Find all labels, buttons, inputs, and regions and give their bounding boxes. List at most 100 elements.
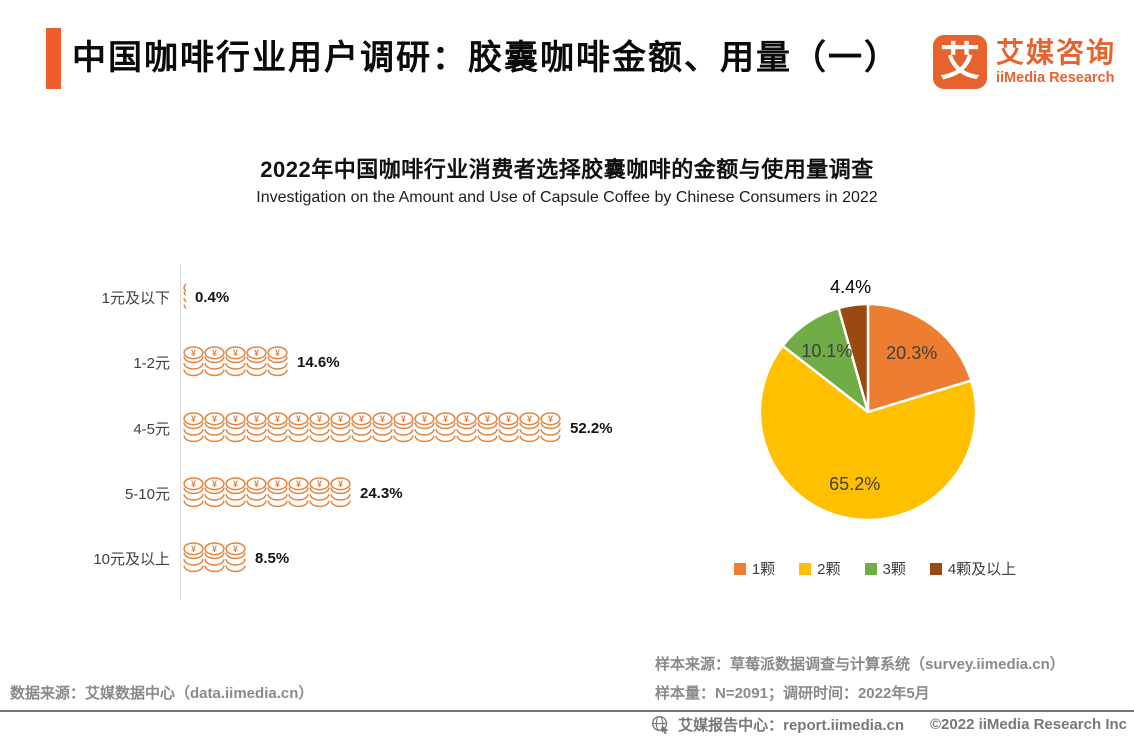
bar-value-label: 52.2% xyxy=(570,419,613,437)
coin-stack-icon: ¥ xyxy=(183,282,186,309)
coin-stack-icon: ¥ xyxy=(414,411,435,442)
iimedia-logo: 艾 艾媒咨询 iiMedia Research xyxy=(933,35,1116,89)
bar-icons: ¥ ¥ ¥ ¥ ¥ ¥ ¥ ¥ xyxy=(183,476,351,510)
coin-stack-icon: ¥ xyxy=(309,476,330,507)
svg-text:¥: ¥ xyxy=(254,413,259,423)
svg-text:¥: ¥ xyxy=(296,478,301,488)
coin-stack-icon: ¥ xyxy=(351,411,372,442)
coin-stack-icon: ¥ xyxy=(393,411,414,442)
pie-chart: 20.3% 65.2% 10.1% 4.4% xyxy=(758,277,978,522)
svg-text:¥: ¥ xyxy=(317,413,322,423)
footer-report-center: 艾媒报告中心：report.iimedia.cn xyxy=(678,717,904,734)
chart-title-en: Investigation on the Amount and Use of C… xyxy=(256,189,878,206)
svg-text:¥: ¥ xyxy=(443,413,448,423)
svg-text:¥: ¥ xyxy=(527,413,532,423)
pie-value-label: 4.4% xyxy=(830,277,871,297)
bar-category-label: 4-5元 xyxy=(133,420,170,438)
coin-stack-icon: ¥ xyxy=(225,476,246,507)
svg-text:¥: ¥ xyxy=(359,413,364,423)
svg-text:¥: ¥ xyxy=(212,478,217,488)
footer-copyright: ©2022 iiMedia Research Inc xyxy=(930,716,1127,733)
bar-axis-line xyxy=(180,264,181,600)
svg-text:¥: ¥ xyxy=(212,347,217,357)
coin-stack-icon: ¥ xyxy=(183,541,204,572)
data-source-note: 数据来源：艾媒数据中心（data.iimedia.cn） xyxy=(10,685,314,702)
svg-text:¥: ¥ xyxy=(233,543,238,553)
coin-stack-icon: ¥ xyxy=(309,411,330,442)
pictograph-row: 4-5元 ¥ ¥ ¥ ¥ ¥ ¥ ¥ ¥ ¥ ¥ ¥ ¥ ¥ ¥ ¥ ¥ ¥ ¥52.2% xyxy=(0,411,613,445)
bar-value-label: 14.6% xyxy=(297,353,340,371)
svg-text:¥: ¥ xyxy=(485,413,490,423)
coin-stack-icon: ¥ xyxy=(204,476,225,507)
bar-icons: ¥ ¥ ¥ xyxy=(183,541,246,575)
pie-value-label: 65.2% xyxy=(829,474,880,494)
coin-stack-icon: ¥ xyxy=(288,411,309,442)
legend-swatch-icon xyxy=(799,562,812,575)
bar-icons: ¥ ¥ ¥ ¥ ¥ xyxy=(183,345,288,379)
legend-label: 4颗及以上 xyxy=(947,561,1017,578)
legend-swatch-icon xyxy=(864,562,877,575)
coin-stack-icon: ¥ xyxy=(225,345,246,376)
coin-stack-icon: ¥ xyxy=(330,476,351,507)
pie-value-label: 20.3% xyxy=(886,343,937,363)
bar-value-label: 0.4% xyxy=(195,288,230,306)
sample-size-line: 样本量：N=2091；调研时间：2022年5月 xyxy=(655,685,930,702)
svg-text:¥: ¥ xyxy=(191,478,196,488)
legend-item: 4颗及以上 xyxy=(929,558,1017,579)
globe-cursor-icon xyxy=(652,715,669,734)
coin-stack-icon: ¥ xyxy=(330,411,351,442)
svg-text:¥: ¥ xyxy=(254,347,259,357)
svg-text:¥: ¥ xyxy=(191,413,196,423)
brand-name-en: iiMedia Research xyxy=(996,70,1115,86)
svg-text:¥: ¥ xyxy=(506,413,511,423)
coin-stack-icon: ¥ xyxy=(183,476,204,507)
coin-stack-icon: ¥ xyxy=(246,411,267,442)
svg-text:¥: ¥ xyxy=(191,543,196,553)
coin-stack-icon: ¥ xyxy=(246,476,267,507)
logo-text: 艾媒咨询 iiMedia Research xyxy=(996,35,1116,87)
footer: 艾媒报告中心：report.iimedia.cn ©2022 iiMedia R… xyxy=(651,714,1127,735)
svg-text:¥: ¥ xyxy=(233,478,238,488)
pictograph-row: 10元及以上 ¥ ¥ ¥8.5% xyxy=(0,541,289,575)
legend-label: 3颗 xyxy=(882,561,906,578)
svg-text:¥: ¥ xyxy=(401,413,406,423)
coin-stack-icon: ¥ xyxy=(204,541,225,572)
coin-stack-icon: ¥ xyxy=(183,411,204,442)
bar-icons: ¥ xyxy=(183,281,186,314)
legend-swatch-icon xyxy=(929,562,942,575)
coin-stack-icon: ¥ xyxy=(540,411,561,442)
svg-text:¥: ¥ xyxy=(275,413,280,423)
pie-slice-4颗及以上 xyxy=(837,302,870,414)
svg-text:¥: ¥ xyxy=(275,347,280,357)
pie-value-label: 10.1% xyxy=(801,341,852,361)
brand-name-cn: 艾媒咨询 xyxy=(996,37,1117,68)
svg-text:¥: ¥ xyxy=(212,543,217,553)
coin-stack-icon: ¥ xyxy=(288,476,309,507)
svg-text:¥: ¥ xyxy=(191,347,196,357)
coin-stack-icon: ¥ xyxy=(204,411,225,442)
bar-category-label: 1元及以下 xyxy=(101,289,170,307)
coin-stack-icon: ¥ xyxy=(225,541,246,572)
coin-stack-icon: ¥ xyxy=(519,411,540,442)
iimedia-logo-icon: 艾 xyxy=(933,35,987,89)
coin-stack-icon: ¥ xyxy=(456,411,477,442)
bar-category-label: 10元及以上 xyxy=(93,550,170,568)
coin-stack-icon: ¥ xyxy=(246,345,267,376)
bar-value-label: 8.5% xyxy=(255,549,290,567)
legend-label: 1颗 xyxy=(751,561,776,578)
svg-text:¥: ¥ xyxy=(254,478,259,488)
coin-stack-icon: ¥ xyxy=(498,411,519,442)
pie-slice-1颗 xyxy=(866,302,973,414)
coin-stack-icon: ¥ xyxy=(267,411,288,442)
bar-category-label: 1-2元 xyxy=(133,354,170,372)
bar-icons: ¥ ¥ ¥ ¥ ¥ ¥ ¥ ¥ ¥ ¥ ¥ ¥ ¥ ¥ ¥ ¥ ¥ ¥ xyxy=(183,411,561,445)
legend-label: 2颗 xyxy=(817,561,841,578)
coin-stack-icon: ¥ xyxy=(435,411,456,442)
bar-value-label: 24.3% xyxy=(360,484,403,502)
coin-stack-icon: ¥ xyxy=(267,476,288,507)
legend-item: 1颗 xyxy=(733,558,776,579)
sample-source-line: 样本来源：草莓派数据调查与计算系统（survey.iimedia.cn） xyxy=(655,656,1065,673)
coin-stack-icon: ¥ xyxy=(183,345,204,376)
svg-text:¥: ¥ xyxy=(464,413,469,423)
